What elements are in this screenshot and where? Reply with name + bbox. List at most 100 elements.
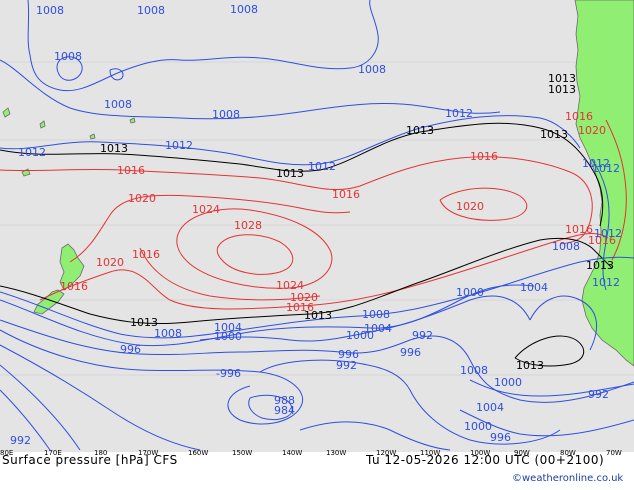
- isobar-1012-north: [0, 115, 581, 166]
- isobar-low-8: [469, 379, 634, 397]
- isobar-1013-loop: [514, 335, 585, 367]
- isobar-label: 1013: [540, 128, 568, 141]
- longitude-label: 70W: [606, 449, 622, 457]
- isobar-label: 1000: [346, 329, 374, 342]
- new-zealand-south-island: [33, 289, 65, 315]
- graticule: [0, 61, 634, 376]
- isobar-label: 1016: [565, 110, 593, 123]
- longitude-label: 90W: [514, 449, 530, 457]
- island-c: [129, 117, 136, 124]
- isobar-low-2: [0, 344, 201, 451]
- isobar-1020-c: [139, 247, 321, 301]
- valid-time: Tu 12-05-2026 12:00 UTC (00+2100): [366, 453, 605, 467]
- isobar-label: 1012: [18, 146, 46, 159]
- isobar-label: 1008: [54, 50, 82, 63]
- longitude-label: 120W: [376, 449, 396, 457]
- isobar-label: 1016: [286, 301, 314, 314]
- isobar-label: 1016: [332, 188, 360, 201]
- isobar-label: 1012: [582, 157, 610, 170]
- isobar-label: 992: [412, 329, 433, 342]
- isobar-label: 1000: [214, 330, 242, 343]
- isobar-label: 1020: [96, 256, 124, 269]
- isobar-1016-b: [39, 233, 609, 310]
- isobar-label: 1000: [494, 376, 522, 389]
- isobar-label: 996: [120, 343, 141, 356]
- isobar-label: 1008: [212, 108, 240, 121]
- ocean-background: [0, 0, 634, 452]
- isobar-low-6: [299, 421, 451, 451]
- isobar-label: 1016: [132, 248, 160, 261]
- isobar-label: 992: [336, 359, 357, 372]
- isobar-label: 1028: [234, 219, 262, 232]
- isobar-label: 1008: [104, 98, 132, 111]
- isobar-coast-blue: [591, 159, 610, 291]
- isobar-label: 1012: [165, 139, 193, 152]
- longitude-label: 130W: [326, 449, 346, 457]
- isobar-label: 1020: [578, 124, 606, 137]
- island-a: [2, 107, 11, 118]
- isobar-label: 992: [588, 388, 609, 401]
- isobar-label: 1013: [586, 259, 614, 272]
- isobar-label: 1012: [592, 276, 620, 289]
- longitude-label: 160W: [188, 449, 208, 457]
- isobar-1008-loop: [56, 56, 83, 81]
- isobar-label: 1008: [137, 4, 165, 17]
- isobar-label: 1020: [128, 192, 156, 205]
- longitude-label: 110W: [420, 449, 440, 457]
- isobar-996-south: [0, 319, 634, 403]
- isobar-1008-north-2: [0, 59, 501, 120]
- isobar-label: 1024: [192, 203, 220, 216]
- island-b: [39, 120, 46, 129]
- isobar-label: 984: [274, 404, 295, 417]
- isobar-label: 1004: [476, 401, 504, 414]
- isobar-label: 1008: [154, 327, 182, 340]
- isobar-label: 988: [274, 394, 295, 407]
- isobar-label: 996: [338, 348, 359, 361]
- longitude-label: 80E: [0, 449, 13, 457]
- isobar-label: 1013: [130, 316, 158, 329]
- island-e: [89, 133, 96, 140]
- isobar-label: 1013: [100, 142, 128, 155]
- isobar-1008-loop-2: [109, 68, 124, 81]
- isobar-label: 1008: [362, 308, 390, 321]
- isobar-label: 996: [400, 346, 421, 359]
- isobar-label: 1008: [358, 63, 386, 76]
- isobar-coast-red: [605, 119, 627, 261]
- credit-link[interactable]: ©weatheronline.co.uk: [512, 473, 624, 484]
- isobar-label: 1008: [552, 240, 580, 253]
- isobar-label: 1008: [230, 3, 258, 16]
- isobar-1013-south: [0, 237, 613, 325]
- isobar-label: 1000: [464, 420, 492, 433]
- isobar-low-5: [259, 359, 561, 445]
- longitude-label: 170W: [138, 449, 158, 457]
- longitude-label: 140W: [282, 449, 302, 457]
- isobar-label: 1004: [520, 281, 548, 294]
- isobar-label: 1016: [117, 164, 145, 177]
- isobar-label: 1013: [276, 167, 304, 180]
- isobar-1020-a: [69, 194, 351, 263]
- longitude-labels: 80E 170E 180 170W 160W 150W 140W 130W 120W 110W 10…: [0, 449, 622, 457]
- isobar-label: 1013: [516, 359, 544, 372]
- isobar-label: 1012: [592, 162, 620, 175]
- isobar-label: 1013: [548, 83, 576, 96]
- isobar-label: 1016: [60, 280, 88, 293]
- isobar-label: -996: [216, 367, 241, 380]
- isobar-1000-south: [199, 295, 531, 342]
- isobar-label: 1012: [308, 160, 336, 173]
- isobar-label: 1016: [565, 223, 593, 236]
- isobar-label: 992: [10, 434, 31, 447]
- isobar-lines: [0, 0, 634, 451]
- longitude-label: 80W: [560, 449, 576, 457]
- longitude-label: 170E: [44, 449, 62, 457]
- isobar-low-9: [529, 295, 598, 351]
- isobar-1008-south: [0, 256, 634, 339]
- isobar-992-south: [0, 329, 303, 425]
- isobar-label: 1008: [460, 364, 488, 377]
- isobar-1024: [176, 208, 333, 289]
- isobar-988-south: [248, 394, 293, 421]
- isobar-label: 1004: [364, 322, 392, 335]
- isobar-label: 1013: [406, 124, 434, 137]
- isobar-low-3: [0, 364, 81, 451]
